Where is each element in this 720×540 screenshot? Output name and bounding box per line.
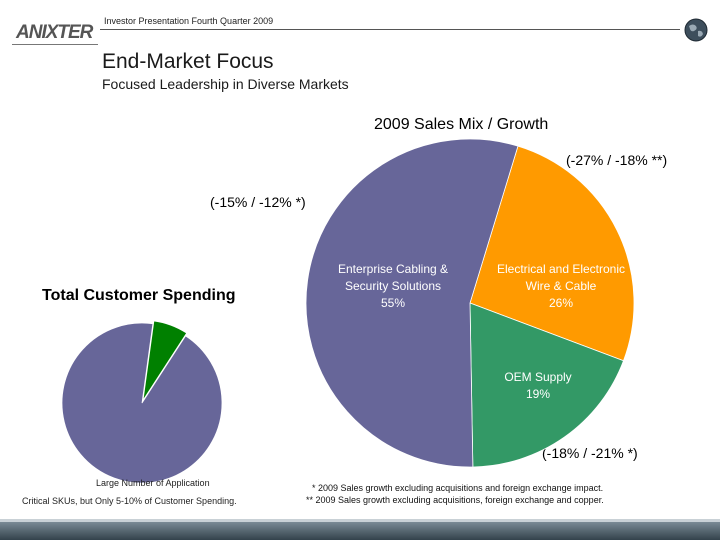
- slice-value-enterprise: 55%: [380, 296, 406, 310]
- slice-label-enterprise-line1: Enterprise Cabling &: [337, 262, 449, 276]
- slice-label-oem: OEM Supply 19%: [504, 369, 571, 403]
- globe-icon: [684, 18, 708, 42]
- footer-bar-highlight: [0, 519, 720, 522]
- slice-label-oem-text: OEM Supply: [504, 370, 572, 384]
- slice-value-oem: 19%: [525, 387, 551, 401]
- logo-underline: [12, 44, 98, 45]
- small-pie-caption-2: Critical SKUs, but Only 5-10% of Custome…: [22, 496, 237, 506]
- logo-text: ANIXTER: [15, 22, 94, 43]
- small-pie-caption-1: Large Number of Application: [96, 478, 210, 488]
- growth-annotation-enterprise: (-15% / -12% *): [210, 194, 306, 210]
- anixter-logo: ANIXTER: [15, 22, 94, 43]
- presentation-title: Investor Presentation Fourth Quarter 200…: [104, 16, 274, 26]
- sales-mix-chart-title: 2009 Sales Mix / Growth: [374, 116, 549, 133]
- slice-label-electrical: Electrical and Electronic Wire & Cable 2…: [497, 261, 625, 312]
- pie-slice-other-spending: [61, 322, 223, 484]
- pie-slice-critical-skus: [142, 320, 188, 401]
- header-rule: [100, 29, 680, 30]
- pie-slice-enterprise: [305, 138, 519, 468]
- slice-value-electrical: 26%: [548, 296, 574, 310]
- sales-mix-pie: [305, 138, 635, 468]
- page-subtitle: Focused Leadership in Diverse Markets: [102, 76, 349, 92]
- growth-annotation-electrical: (-27% / -18% **): [566, 152, 668, 168]
- footnote-2: ** 2009 Sales growth excluding acquisiti…: [306, 495, 604, 505]
- customer-spending-pie: [61, 320, 223, 484]
- slice-label-electrical-line1: Electrical and Electronic: [496, 262, 626, 276]
- footer-bar: [0, 522, 720, 540]
- footnote-1: * 2009 Sales growth excluding acquisitio…: [312, 483, 604, 493]
- slice-label-enterprise-line2: Security Solutions: [344, 279, 442, 293]
- slice-label-enterprise: Enterprise Cabling & Security Solutions …: [338, 261, 448, 312]
- page-title: End-Market Focus: [102, 50, 274, 73]
- slice-label-electrical-line2: Wire & Cable: [525, 279, 597, 293]
- pie-slice-electrical: [469, 145, 635, 362]
- customer-spending-chart-title: Total Customer Spending: [42, 287, 236, 304]
- growth-annotation-oem: (-18% / -21% *): [542, 445, 638, 461]
- pie-slice-oem: [469, 302, 625, 468]
